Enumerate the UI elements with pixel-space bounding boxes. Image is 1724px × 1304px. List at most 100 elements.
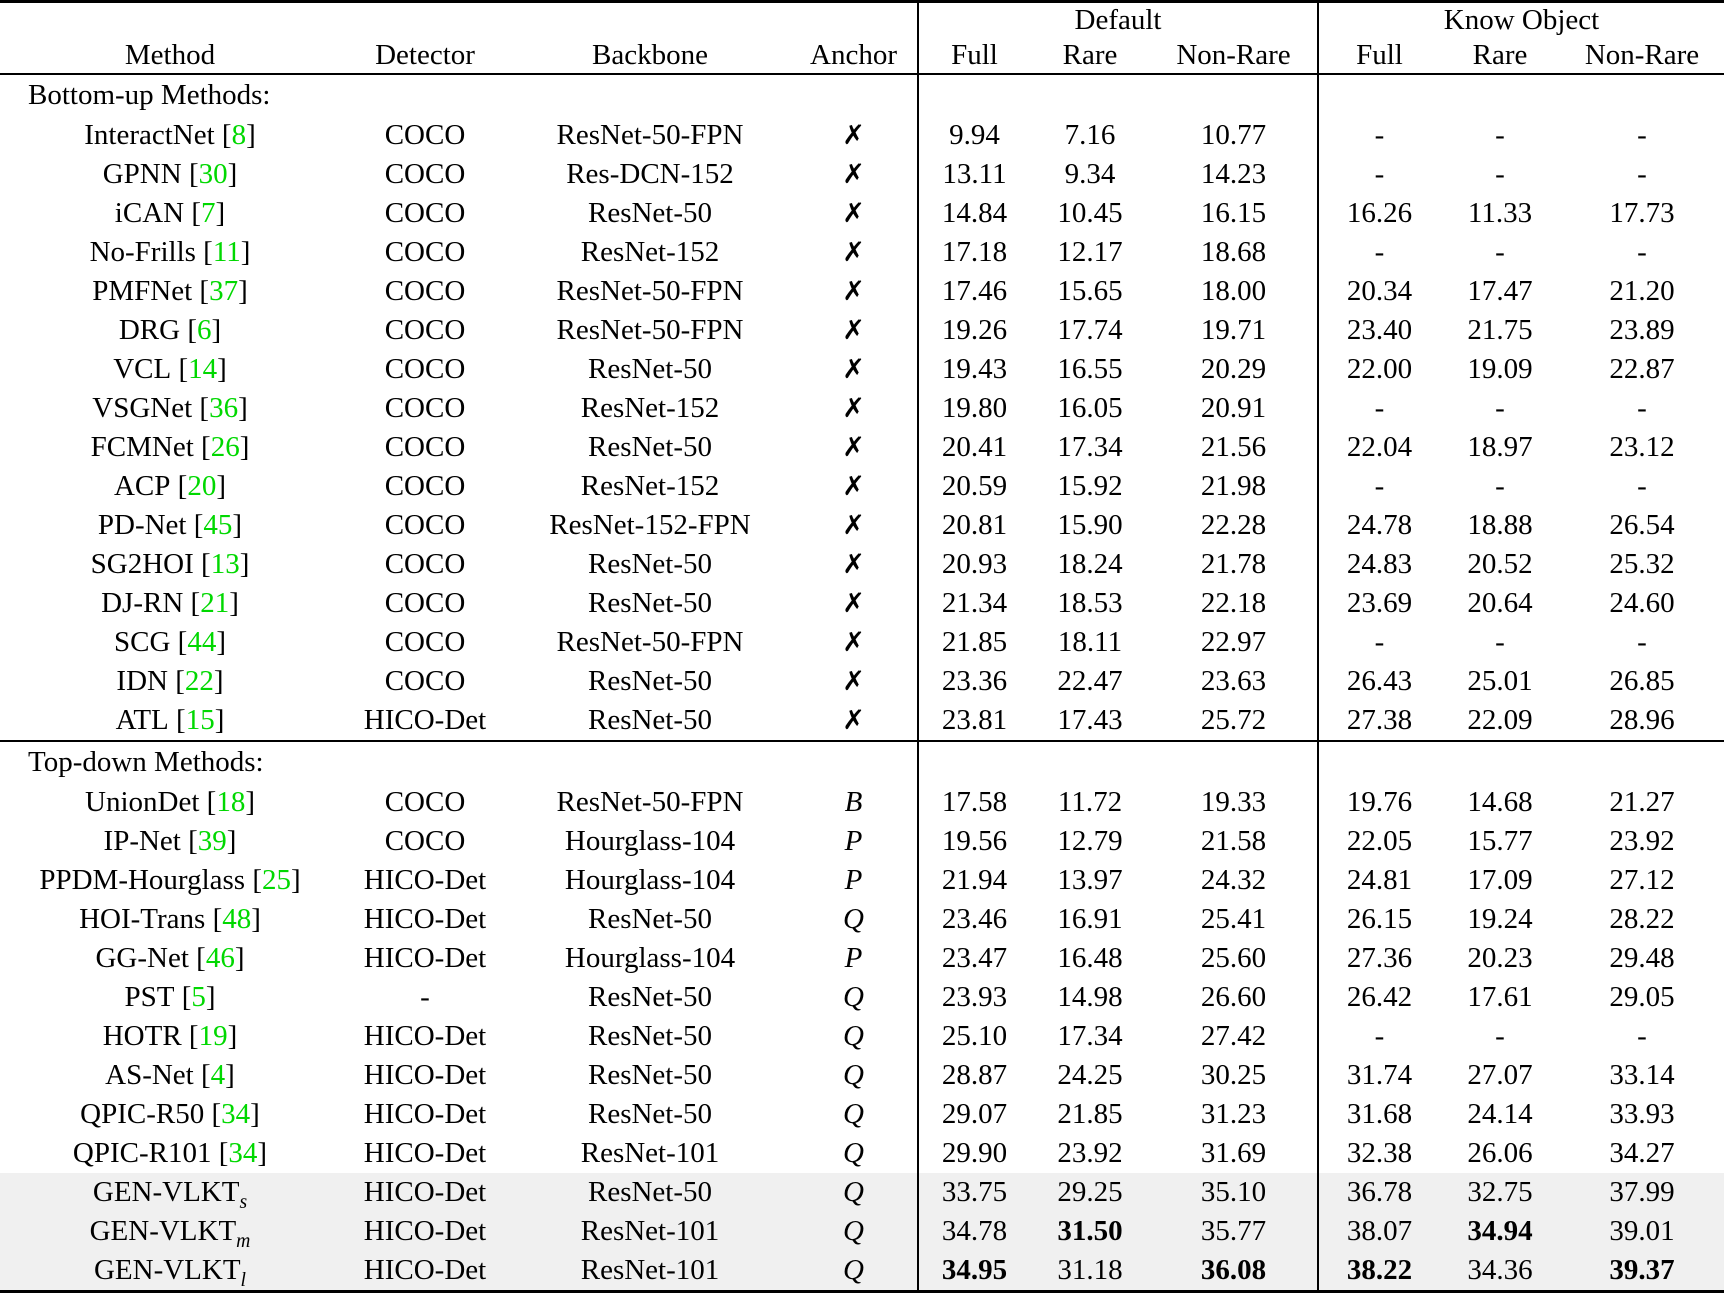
ko-rare-value: - (1495, 470, 1505, 502)
ko-non-rare-value: 21.20 (1609, 275, 1675, 307)
ko-full-value: - (1374, 392, 1385, 424)
ko-non-rare-value: - (1637, 626, 1647, 658)
default-non-rare-value: 21.56 (1150, 428, 1319, 467)
detector-cell: COCO (384, 825, 466, 857)
default-non-rare-value: 19.71 (1150, 311, 1319, 350)
ko-rare-value: 25.01 (1467, 665, 1533, 697)
method-name: VCL (113, 353, 172, 385)
default-non-rare-value: 25.72 (1150, 701, 1319, 741)
method-cell: AS-Net [4] (0, 1056, 340, 1095)
section-title: Bottom-up Methods: (0, 73, 919, 116)
anchor-cell: ✗ (790, 350, 919, 389)
method-name: QPIC-R50 (80, 1098, 205, 1130)
citation: [26] (193, 431, 250, 463)
method-cell: No-Frills [11] (0, 233, 340, 272)
default-non-rare-value: 30.25 (1150, 1056, 1319, 1095)
table-row: PST [5] - ResNet-50 Q 23.93 14.98 26.60 … (0, 978, 1724, 1017)
default-full-value: 20.81 (941, 509, 1008, 541)
default-full-value: 19.26 (941, 314, 1008, 346)
method-name: SCG (113, 626, 171, 658)
method-subscript: s (239, 1190, 248, 1213)
method-cell: PPDM-Hourglass [25] (0, 861, 340, 900)
default-rare-value: 17.74 (1057, 314, 1123, 346)
backbone-cell: ResNet-50-FPN (556, 626, 744, 658)
method-cell: HOTR [19] (0, 1017, 340, 1056)
method-name: ACP (113, 470, 171, 502)
citation: [14] (171, 353, 227, 385)
citation-number: 48 (222, 903, 252, 935)
ko-rare-value: 24.14 (1467, 1098, 1533, 1130)
backbone-cell: ResNet-152 (580, 392, 720, 424)
table-row: SCG [44] COCO ResNet-50-FPN ✗ 21.85 18.1… (0, 623, 1724, 662)
default-non-rare-value: 22.97 (1150, 623, 1319, 662)
citation: [37] (192, 275, 248, 307)
ko-rare-value: - (1495, 119, 1505, 151)
default-non-rare-value: 19.33 (1150, 783, 1319, 822)
ko-non-rare-value: - (1637, 158, 1647, 190)
default-non-rare-value: 20.29 (1150, 350, 1319, 389)
backbone-cell: ResNet-50 (587, 981, 713, 1013)
table-row: ATL [15] HICO-Det ResNet-50 ✗ 23.81 17.4… (0, 701, 1724, 741)
default-full-value: 33.75 (918, 1173, 1030, 1212)
ko-full-value: 24.78 (1346, 509, 1413, 541)
method-cell: GG-Net [46] (0, 939, 340, 978)
ko-rare-value: - (1495, 158, 1505, 190)
ko-non-rare-value: 28.96 (1609, 704, 1675, 736)
default-rare-value: 15.92 (1057, 470, 1123, 502)
method-cell: UnionDet [18] (0, 783, 340, 822)
section-header-row-0: Bottom-up Methods: (0, 73, 1724, 116)
default-full-value: 19.56 (941, 825, 1008, 857)
default-rare-value: 31.50 (1030, 1212, 1150, 1251)
anchor-cell: Q (790, 1134, 919, 1173)
citation-number: 20 (187, 470, 217, 502)
anchor-cell: ✗ (790, 506, 919, 545)
ko-non-rare-value: 39.01 (1560, 1212, 1724, 1251)
detector-cell: HICO-Det (363, 1020, 487, 1052)
ko-non-rare-value: - (1637, 470, 1647, 502)
ko-full-value: 24.83 (1346, 548, 1413, 580)
table-row: No-Frills [11] COCO ResNet-152 ✗ 17.18 1… (0, 233, 1724, 272)
table-row: PMFNet [37] COCO ResNet-50-FPN ✗ 17.46 1… (0, 272, 1724, 311)
method-subscript: l (240, 1268, 247, 1291)
citation-number: 13 (210, 548, 240, 580)
citation-number: 34 (221, 1098, 251, 1130)
default-non-rare-value: 16.15 (1150, 194, 1319, 233)
ko-rare-value: - (1495, 626, 1505, 658)
ko-non-rare-value: 28.22 (1609, 903, 1675, 935)
default-non-rare-value: 24.32 (1150, 861, 1319, 900)
ko-non-rare-value: 26.85 (1609, 665, 1675, 697)
anchor-cell: ✗ (790, 233, 919, 272)
detector-cell: COCO (384, 236, 466, 268)
citation-number: 36 (209, 392, 239, 424)
default-rare-value: 14.98 (1057, 981, 1123, 1013)
detector-cell: COCO (384, 353, 466, 385)
default-full-value: 19.43 (941, 353, 1008, 385)
default-rare-value: 17.34 (1057, 431, 1123, 463)
section-header-row-1: Top-down Methods: (0, 740, 1724, 783)
column-header-ko-rare: Rare (1440, 38, 1560, 75)
citation-number: 5 (191, 981, 206, 1013)
table-row: VCL [14] COCO ResNet-50 ✗ 19.43 16.55 20… (0, 350, 1724, 389)
ko-non-rare-value: 29.05 (1609, 981, 1675, 1013)
table-row: IDN [22] COCO ResNet-50 ✗ 23.36 22.47 23… (0, 662, 1724, 701)
default-full-value: 34.95 (918, 1251, 1030, 1292)
backbone-cell: ResNet-50 (587, 1059, 713, 1091)
method-name: QPIC-R101 (72, 1137, 212, 1169)
table-row: PD-Net [45] COCO ResNet-152-FPN ✗ 20.81 … (0, 506, 1724, 545)
anchor-cell: Q (790, 900, 919, 939)
default-rare-value: 12.17 (1057, 236, 1123, 268)
method-name: UnionDet (85, 786, 200, 818)
method-subscript: m (236, 1229, 251, 1252)
column-header-row: Method Detector Backbone Anchor Full Rar… (0, 38, 1724, 75)
backbone-cell: ResNet-50 (587, 1020, 713, 1052)
anchor-cell: Q (790, 978, 919, 1017)
default-rare-value: 23.92 (1057, 1137, 1123, 1169)
table-row: GEN-VLKTl HICO-Det ResNet-101 Q 34.95 31… (0, 1251, 1724, 1292)
anchor-cell: ✗ (790, 545, 919, 584)
citation: [20] (170, 470, 226, 502)
method-name: FCMNet (90, 431, 194, 463)
ko-non-rare-value: 24.60 (1609, 587, 1675, 619)
section-spacer-default (918, 740, 1319, 783)
table-row: GEN-VLKTs HICO-Det ResNet-50 Q 33.75 29.… (0, 1173, 1724, 1212)
